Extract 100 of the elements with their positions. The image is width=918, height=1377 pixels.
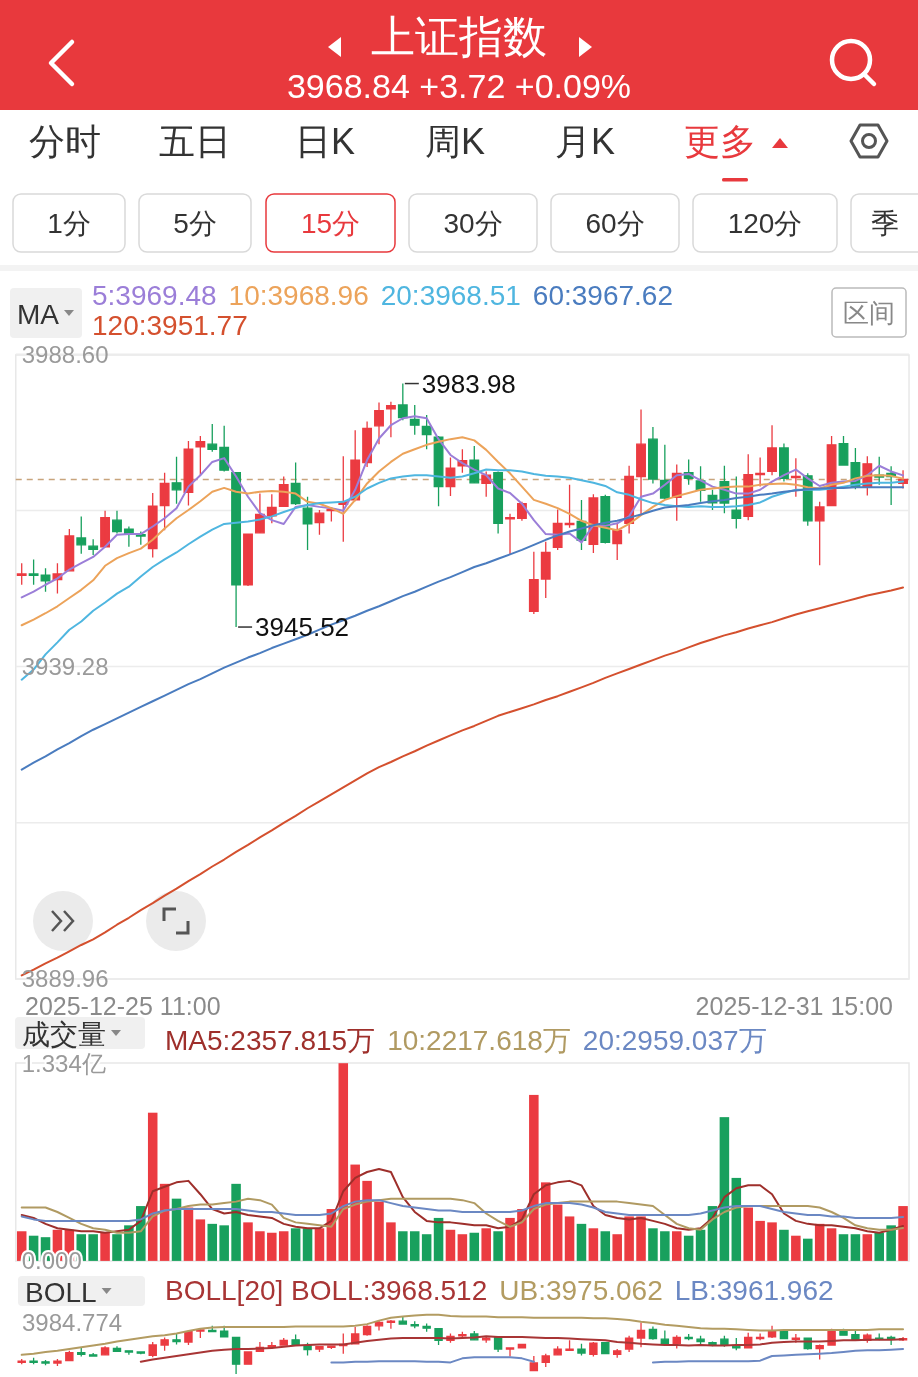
bar: [612, 1234, 622, 1261]
candlestick: [160, 1336, 169, 1352]
candlestick: [207, 423, 218, 453]
candlestick: [77, 1347, 86, 1358]
candlestick: [731, 475, 742, 530]
candlestick: [565, 1339, 574, 1351]
candlestick: [540, 541, 551, 599]
text: 30分: [443, 207, 503, 239]
candlestick: [577, 1343, 586, 1357]
candlestick: [172, 1332, 181, 1346]
bar: [671, 1231, 682, 1261]
bar: [600, 1231, 611, 1261]
candlestick: [100, 510, 111, 549]
text: 120:3951.77: [92, 309, 248, 341]
candlestick: [815, 1343, 824, 1361]
candlestick: [541, 1353, 550, 1368]
candlestick: [612, 522, 623, 561]
candlestick: [124, 1349, 134, 1356]
line-series: [20, 468, 905, 681]
y-tick-label: 3889.96: [21, 965, 109, 993]
series-label: BOLL[20] BOLL:3968.512: [165, 1274, 488, 1306]
bar: [374, 1201, 384, 1261]
bar: [231, 1183, 241, 1261]
bar: [314, 1228, 325, 1261]
legend-title: MA: [17, 298, 60, 330]
bar: [862, 1234, 873, 1261]
series-label: LB:3961.962: [674, 1274, 834, 1306]
candlestick: [696, 1335, 705, 1346]
candlestick: [410, 1320, 419, 1329]
bar: [838, 1234, 849, 1261]
text: MA5:2357.815万: [165, 1024, 376, 1056]
bar: [338, 1063, 349, 1261]
bar: [409, 1231, 420, 1261]
bar: [564, 1216, 575, 1261]
bar: [302, 1228, 313, 1261]
bar: [267, 1232, 277, 1261]
candlestick: [243, 1351, 253, 1365]
bar: [850, 1234, 861, 1261]
series-label: UB:3975.062: [499, 1274, 663, 1306]
bar: [386, 1222, 396, 1261]
bar: [195, 1219, 206, 1261]
candlestick: [528, 551, 539, 615]
text: 5分: [173, 207, 217, 239]
bar: [398, 1231, 408, 1261]
line-series: [20, 415, 905, 599]
bar: [529, 1094, 539, 1261]
candlestick: [243, 532, 253, 587]
candlestick: [791, 1333, 801, 1344]
candlestick: [589, 1341, 598, 1358]
text: 1分: [47, 207, 91, 239]
candlestick: [374, 1319, 384, 1332]
line-series: [20, 1199, 905, 1222]
text: 日K: [294, 120, 356, 162]
candlestick: [76, 515, 87, 555]
candlestick: [648, 1325, 658, 1341]
candlestick: [88, 1352, 98, 1358]
bar: [350, 1164, 360, 1261]
bar: [552, 1204, 563, 1261]
bar: [695, 1229, 706, 1261]
line-series: [20, 1197, 905, 1234]
candlestick: [184, 1329, 193, 1346]
candlestick: [136, 1350, 146, 1355]
candlestick: [338, 455, 349, 543]
text: 月K: [554, 120, 616, 162]
candlestick: [112, 510, 122, 535]
candlestick: [672, 1334, 681, 1350]
bar: [683, 1235, 694, 1261]
candlestick: [148, 1341, 157, 1358]
candlestick: [291, 1333, 300, 1346]
candlestick: [40, 567, 51, 593]
bar: [636, 1216, 646, 1261]
bar: [826, 1228, 837, 1261]
candlestick: [636, 408, 646, 516]
bar: [576, 1223, 587, 1261]
candlestick: [767, 424, 777, 476]
bar: [648, 1228, 658, 1261]
candlestick: [553, 1345, 562, 1357]
candlestick: [28, 558, 39, 586]
candlestick: [517, 1343, 527, 1350]
candlestick: [385, 401, 396, 438]
candlestick: [17, 1358, 26, 1365]
text: 5:3969.48: [92, 279, 217, 311]
text: 周K: [424, 120, 486, 162]
chart-title: 上证指数: [371, 11, 547, 61]
candlestick: [755, 1332, 765, 1342]
bar: [362, 1180, 372, 1261]
text: 60分: [585, 207, 645, 239]
candlestick: [409, 404, 420, 436]
bar: [779, 1229, 789, 1261]
candlestick: [29, 1357, 38, 1365]
candlestick: [601, 1342, 610, 1355]
bar: [767, 1222, 777, 1261]
bar: [219, 1225, 229, 1261]
line-series: [20, 1168, 905, 1234]
bar: [207, 1223, 218, 1261]
candlestick: [231, 472, 242, 628]
y-tick-label: 3988.60: [21, 340, 109, 368]
text: 20:3968.51: [380, 279, 521, 311]
text: 更多: [684, 120, 756, 162]
bar: [743, 1207, 753, 1261]
